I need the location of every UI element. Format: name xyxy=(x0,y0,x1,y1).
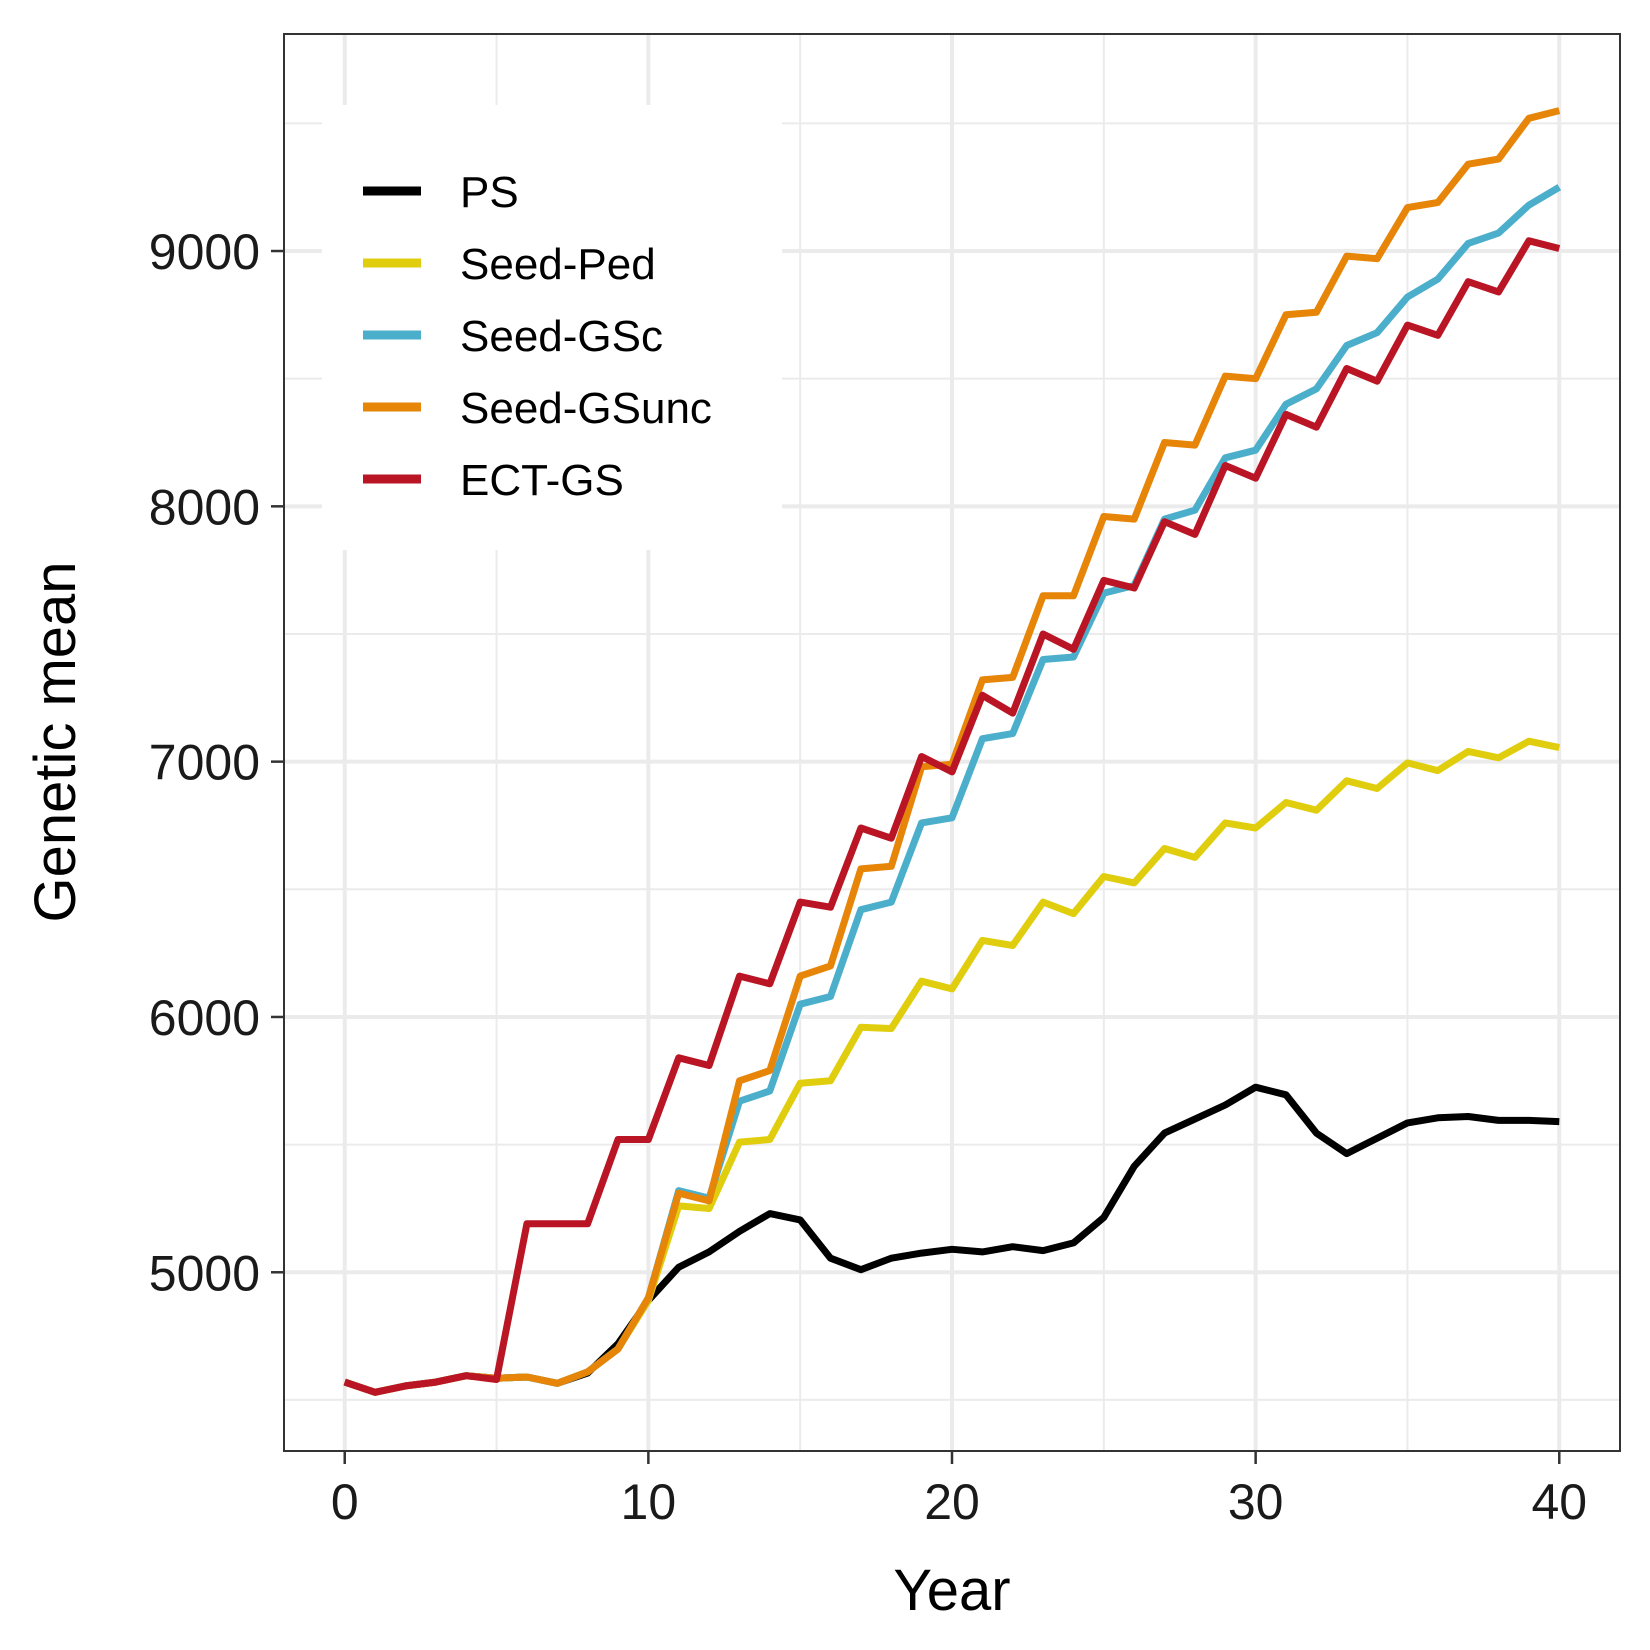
series-line-ect-gs xyxy=(343,237,1561,1396)
x-tick-label: 10 xyxy=(621,1474,677,1530)
x-axis: 0 10 20 30 40 xyxy=(331,1451,1587,1530)
x-tick-label: 0 xyxy=(331,1474,359,1530)
x-tick-label: 30 xyxy=(1228,1474,1284,1530)
legend: PS Seed-Ped Seed-GSc Seed-GSunc ECT-GS xyxy=(322,105,782,550)
legend-label-ps: PS xyxy=(460,168,519,217)
y-tick-label: 7000 xyxy=(149,735,260,791)
y-tick-label: 8000 xyxy=(149,479,260,535)
legend-label-ect-gs: ECT-GS xyxy=(460,456,624,505)
y-tick-label: 9000 xyxy=(149,224,260,280)
legend-label-seed-ped: Seed-Ped xyxy=(460,240,656,289)
major-gridlines xyxy=(284,34,1620,1451)
y-tick-label: 6000 xyxy=(149,990,260,1046)
legend-label-seed-gsunc: Seed-GSunc xyxy=(460,384,712,433)
y-tick-label: 5000 xyxy=(149,1245,260,1301)
series-layer xyxy=(343,107,1562,1396)
x-axis-title: Year xyxy=(893,1558,1010,1623)
x-tick-label: 40 xyxy=(1531,1474,1587,1530)
legend-label-seed-gsc: Seed-GSc xyxy=(460,312,663,361)
y-axis-title: Genetic mean xyxy=(23,561,88,922)
x-tick-label: 20 xyxy=(924,1474,980,1530)
y-axis: 5000 6000 7000 8000 9000 xyxy=(149,224,284,1301)
